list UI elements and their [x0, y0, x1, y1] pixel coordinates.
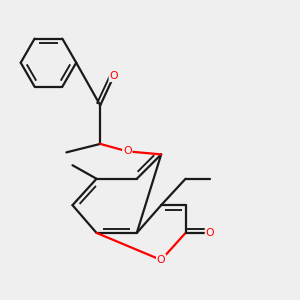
Text: O: O — [206, 228, 214, 238]
Text: O: O — [110, 71, 118, 81]
Text: O: O — [123, 146, 132, 156]
Text: O: O — [157, 255, 166, 265]
